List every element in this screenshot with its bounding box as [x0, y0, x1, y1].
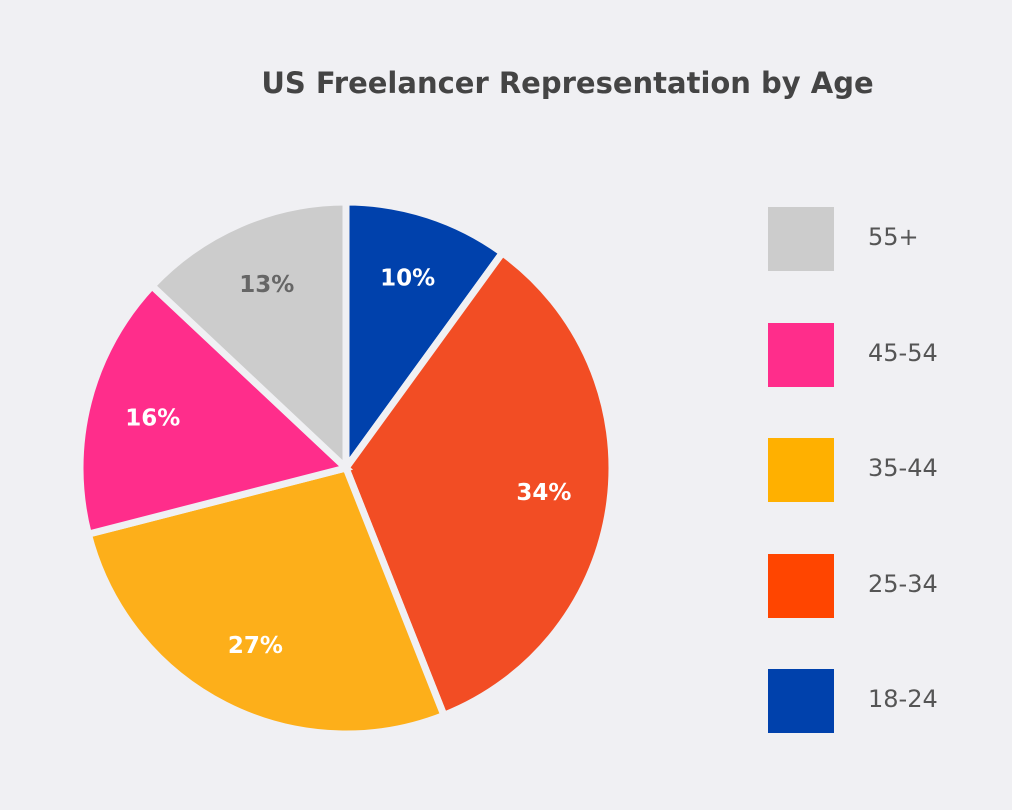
pie-slice-55-plus[interactable] [147, 198, 350, 477]
legend-item-25-34[interactable]: 25-34 [768, 554, 1008, 618]
legend-label: 25-34 [868, 570, 938, 598]
pie-slice-35-44[interactable] [84, 463, 449, 738]
legend-swatch [768, 323, 834, 387]
slice-label-35-44: 27% [228, 633, 283, 659]
pie-slice-labels: 10% 34% 27% 16% 13% [125, 265, 571, 658]
legend-item-18-24[interactable]: 18-24 [768, 669, 1008, 733]
legend-item-35-44[interactable]: 35-44 [768, 438, 1008, 502]
legend-label: 45-54 [868, 339, 938, 367]
legend-swatch [768, 207, 834, 271]
pie-slice-45-54[interactable] [76, 280, 354, 539]
slice-label-18-24: 10% [380, 265, 435, 291]
legend-label: 18-24 [868, 685, 938, 713]
pie-slice-25-34[interactable] [342, 247, 616, 720]
legend-swatch [768, 554, 834, 618]
slice-label-55-plus: 13% [239, 272, 294, 298]
legend-item-55-plus[interactable]: 55+ [768, 207, 1008, 271]
pie-slices [76, 198, 616, 738]
slice-label-25-34: 34% [516, 480, 571, 506]
legend-label: 35-44 [868, 454, 938, 482]
slice-label-45-54: 16% [125, 405, 180, 431]
legend-label: 55+ [868, 223, 919, 251]
pie-slice-18-24[interactable] [342, 198, 508, 479]
legend-swatch [768, 669, 834, 733]
legend-swatch [768, 438, 834, 502]
legend-item-45-54[interactable]: 45-54 [768, 323, 1008, 387]
